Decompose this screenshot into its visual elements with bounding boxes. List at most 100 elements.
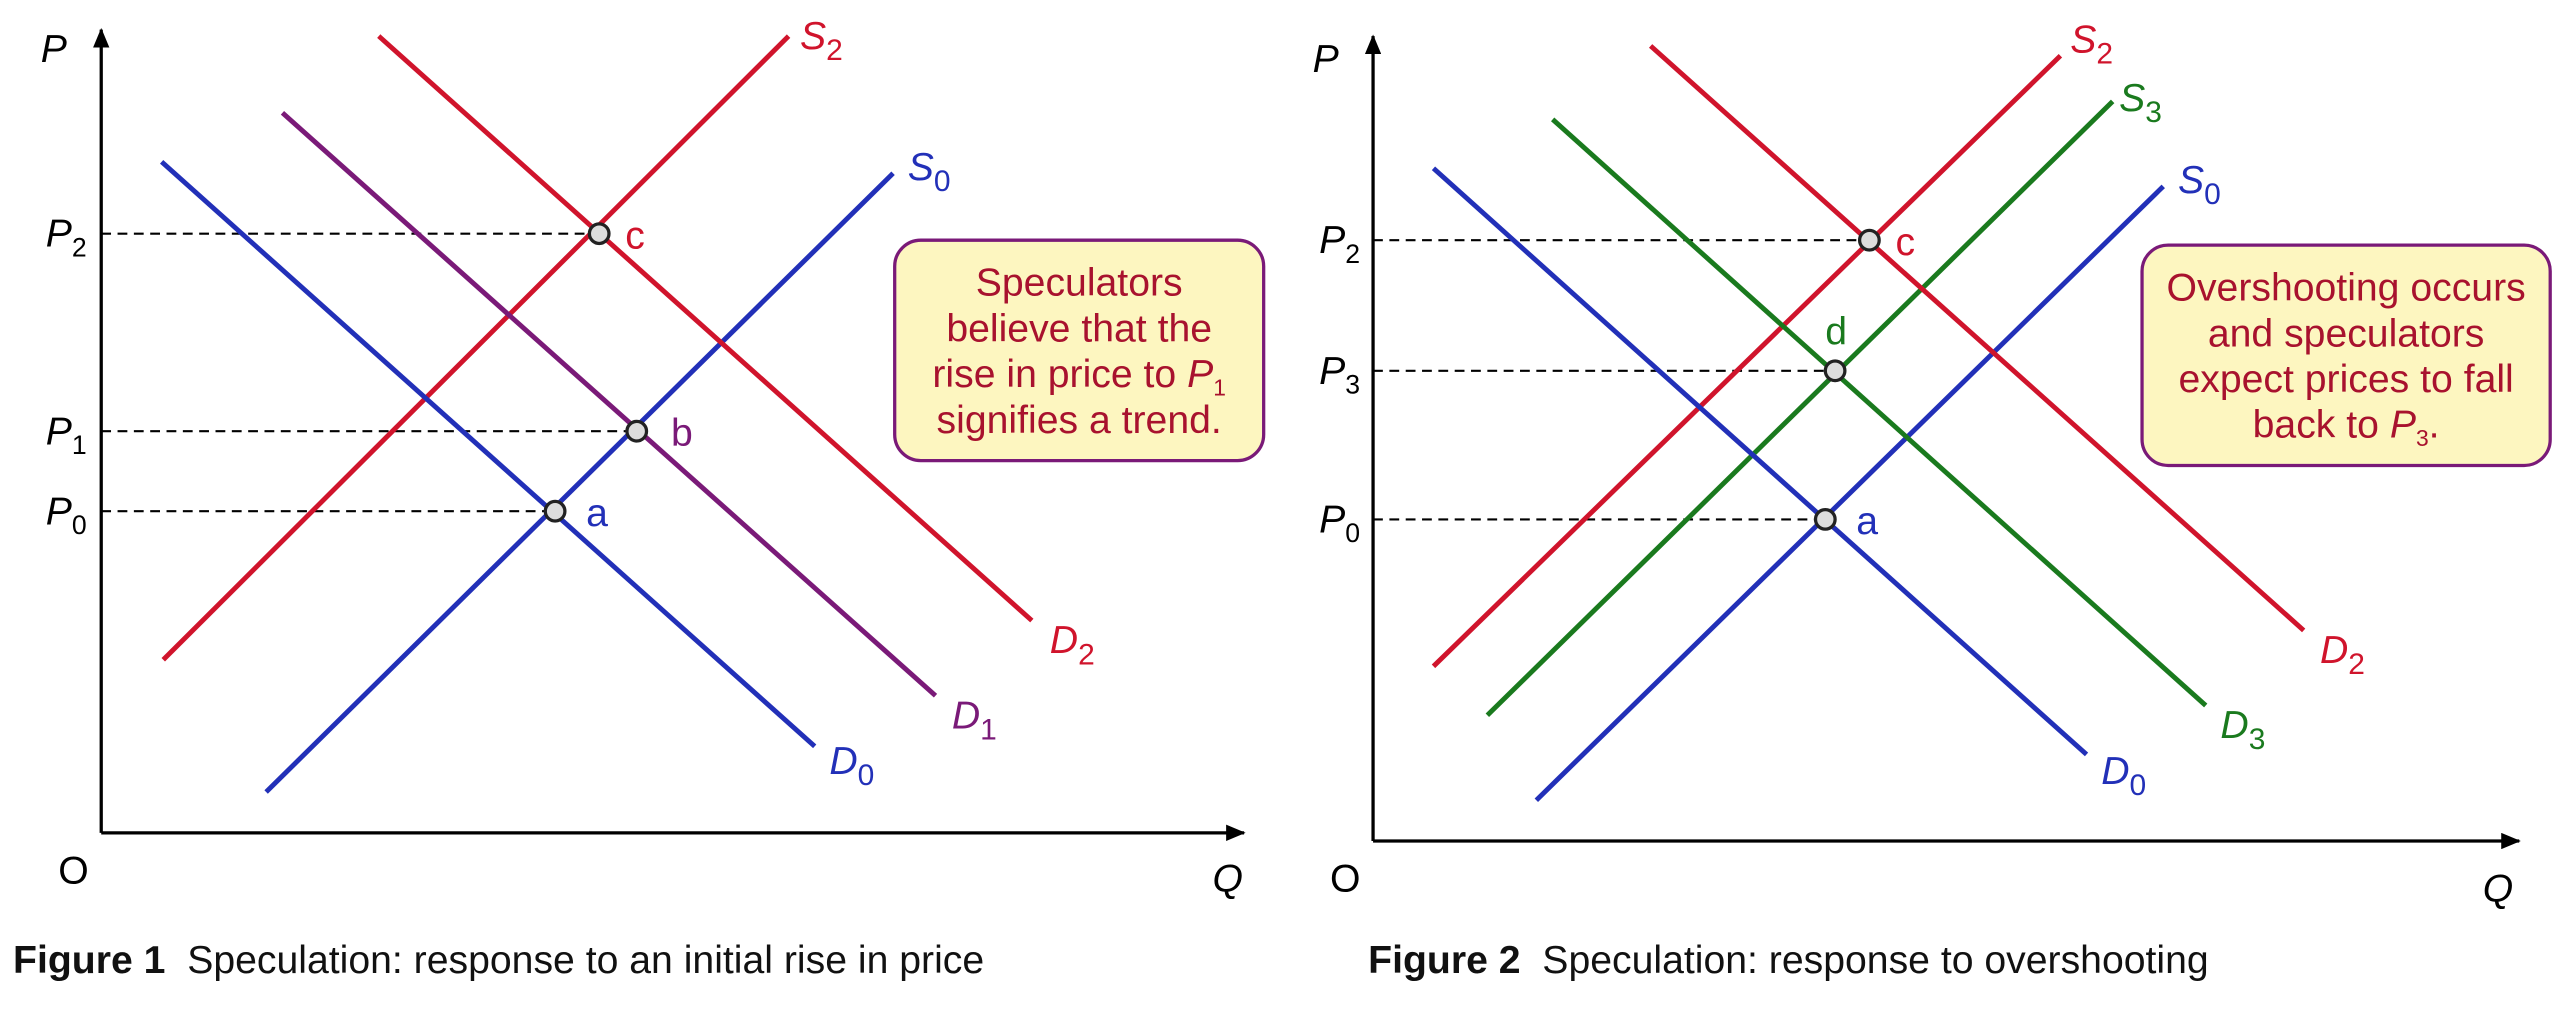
x-axis-label: Q <box>1213 858 1243 901</box>
letter: P <box>46 213 72 256</box>
curve-label: D2 <box>1050 619 1095 671</box>
caption: Figure 1 Speculation: response to an ini… <box>13 939 984 982</box>
subscript: 0 <box>934 165 951 198</box>
price-label: P1 <box>46 410 87 460</box>
curve-label: D2 <box>2320 629 2365 681</box>
note-line: believe that the <box>946 307 1212 350</box>
letter: D <box>829 740 857 783</box>
caption-number: Figure 2 <box>1368 939 1520 982</box>
subscript: 2 <box>72 233 87 263</box>
subscript: 2 <box>1345 239 1360 269</box>
origin-label: O <box>1330 858 1360 901</box>
point-label: a <box>586 492 608 535</box>
note-box <box>893 238 1266 463</box>
curve-label: S0 <box>2178 159 2221 211</box>
note-line: and speculators <box>2208 312 2485 355</box>
note-ref-letter: P <box>1187 353 1213 396</box>
letter: S <box>800 15 826 58</box>
letter: S <box>2070 18 2096 61</box>
curve <box>1551 117 2208 708</box>
letter: P <box>46 410 72 453</box>
letter: D <box>2220 704 2248 747</box>
subscript: 3 <box>2145 96 2162 129</box>
point-label: d <box>1825 311 1847 354</box>
note-line: expect prices to fall <box>2178 358 2513 401</box>
point-label: c <box>1896 221 1916 264</box>
letter: P <box>1319 219 1345 262</box>
caption-text: Speculation: response to an initial rise… <box>187 939 984 982</box>
note-text: rise in price to <box>932 353 1176 396</box>
note-text: and speculators <box>2208 312 2485 355</box>
subscript: 1 <box>72 430 87 460</box>
equilibrium-point <box>625 419 649 443</box>
origin-label: O <box>58 849 88 892</box>
curve <box>1485 99 2115 718</box>
caption-text: Speculation: response to overshooting <box>1542 939 2208 982</box>
y-axis-label: P <box>1313 38 1339 81</box>
note-ref-sub: 3 <box>2416 425 2429 451</box>
letter: S <box>2119 77 2145 120</box>
subscript: 2 <box>2096 37 2113 70</box>
caption: Figure 2 Speculation: response to oversh… <box>1368 939 2209 982</box>
caption-number: Figure 1 <box>13 939 165 982</box>
subscript: 0 <box>1345 518 1360 548</box>
price-label: P0 <box>1319 498 1360 548</box>
subscript: 0 <box>2204 178 2221 211</box>
curve-label: D1 <box>952 694 997 746</box>
curve <box>1431 53 2063 669</box>
price-label: P3 <box>1319 350 1360 400</box>
equilibrium-point <box>543 499 567 523</box>
subscript: 1 <box>980 713 997 746</box>
note-line: signifies a trend. <box>937 399 1222 442</box>
curve <box>161 34 791 662</box>
price-label: P2 <box>1319 219 1360 269</box>
note-text: back to <box>2253 404 2379 447</box>
subscript: 3 <box>2249 723 2266 756</box>
curve-label: D0 <box>829 740 874 792</box>
note-ref-sub: 1 <box>1213 374 1226 400</box>
letter: D <box>952 694 980 737</box>
letter: P <box>1319 350 1345 393</box>
note-text: expect prices to fall <box>2178 358 2513 401</box>
curve-label: S0 <box>908 146 951 198</box>
price-label: P0 <box>46 490 87 540</box>
equilibrium-point <box>1813 507 1837 531</box>
curve-label: S2 <box>800 15 843 67</box>
curve <box>1534 184 2165 802</box>
point-label: c <box>625 214 645 257</box>
subscript: 0 <box>72 510 87 540</box>
letter: S <box>2178 159 2204 202</box>
note-ref-letter: P <box>2390 404 2416 447</box>
note-text: Speculators <box>976 262 1183 305</box>
note-line: back to P3. <box>2253 404 2440 451</box>
equilibrium-point <box>1823 359 1847 383</box>
note-line: rise in price to P1 <box>932 353 1226 400</box>
subscript: 0 <box>2130 769 2147 802</box>
curve <box>280 111 938 698</box>
letter: D <box>1050 619 1078 662</box>
x-axis-label: Q <box>2483 867 2513 910</box>
curve-label: D3 <box>2220 704 2265 756</box>
letter: D <box>2101 750 2129 793</box>
note-box <box>2140 243 2552 468</box>
y-axis-label: P <box>41 28 67 71</box>
price-label: P2 <box>46 213 87 263</box>
curve-label: S3 <box>2119 77 2162 129</box>
curve-label: S2 <box>2070 18 2113 70</box>
curve <box>264 171 895 794</box>
curve <box>1648 44 2306 633</box>
subscript: 2 <box>826 34 843 67</box>
note-text: signifies a trend. <box>937 399 1222 442</box>
note-line: Speculators <box>976 262 1183 305</box>
curve <box>159 160 817 749</box>
curve <box>1431 166 2089 757</box>
note-end: . <box>2429 404 2440 447</box>
curve <box>377 34 1034 623</box>
curve-label: D0 <box>2101 750 2146 802</box>
subscript: 2 <box>2348 648 2365 681</box>
point-label: b <box>671 412 693 455</box>
letter: P <box>1319 498 1345 541</box>
letter: D <box>2320 629 2348 672</box>
equilibrium-point <box>1857 228 1881 252</box>
